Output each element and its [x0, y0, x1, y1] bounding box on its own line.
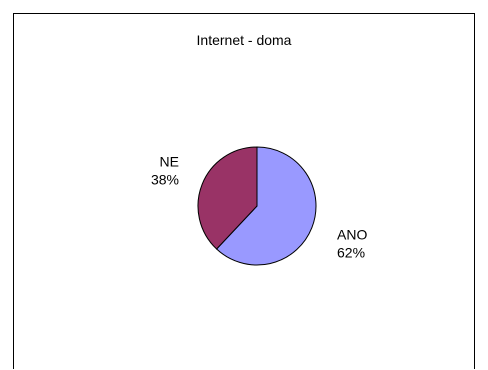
pie-chart: ANO 62% NE 38%: [151, 146, 367, 266]
slice-label-ano: ANO: [337, 226, 367, 242]
slice-label-ne: NE: [160, 154, 179, 170]
pie-slice-ne: [197, 146, 258, 250]
pie-slice-ano: [215, 146, 317, 266]
slice-value-label-ano: 62%: [337, 244, 365, 260]
chart-title: Internet - doma: [196, 32, 292, 48]
chart-area: Internet - doma ANO 62% NE 38%: [13, 13, 475, 369]
slice-value-label-ne: 38%: [151, 172, 179, 188]
